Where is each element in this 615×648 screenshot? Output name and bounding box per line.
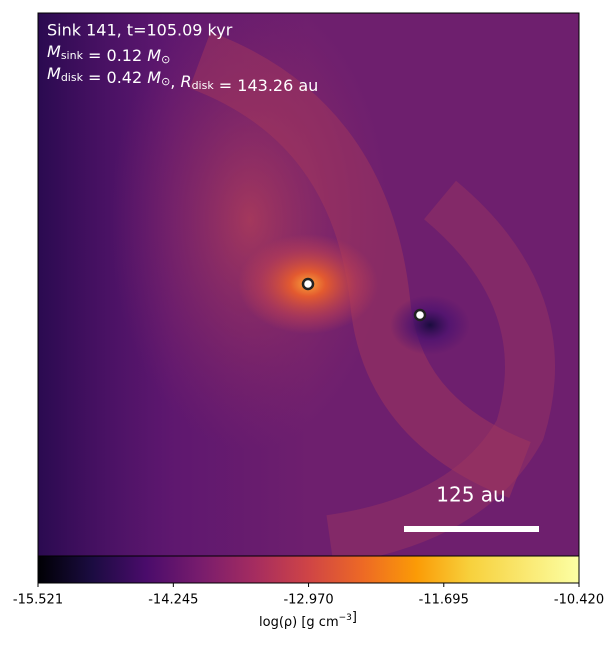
text-part: log(ρ) [g cm	[259, 615, 339, 630]
subscript: disk	[192, 79, 215, 92]
superscript: −3	[339, 613, 352, 623]
text-part: = 0.12	[83, 46, 147, 65]
text-part: M	[47, 64, 61, 83]
text-part: = 0.42	[83, 68, 147, 87]
subscript: disk	[61, 71, 84, 84]
text-part: ]	[352, 610, 357, 625]
title: Sink 141, t=105.09 kyr	[47, 21, 233, 40]
scale-bar	[404, 526, 539, 532]
text-part: M	[147, 68, 161, 87]
scale-bar-label: 125 au	[436, 483, 505, 507]
colorbar-tick-label: -12.970	[283, 593, 333, 608]
subscript: ⊙	[161, 53, 170, 66]
colorbar	[37, 555, 580, 584]
sink-marker	[301, 277, 315, 291]
annotation: Msink = 0.12 M⊙	[47, 42, 170, 67]
colorbar-tick-label: -11.695	[419, 593, 469, 608]
subscript: ⊙	[161, 75, 170, 88]
colorbar-tick-label: -10.420	[554, 593, 604, 608]
text-part: R	[180, 72, 191, 91]
annotation: Mdisk = 0.42 M⊙, Rdisk = 143.26 au	[47, 64, 318, 95]
colorbar-label: log(ρ) [g cm−3]	[259, 610, 357, 630]
text-part: ,	[170, 72, 180, 91]
sink-marker	[413, 308, 427, 322]
colorbar-tick-label: -14.245	[148, 593, 198, 608]
text-part: M	[147, 46, 161, 65]
text-part: = 143.26 au	[214, 76, 319, 95]
text-part: M	[47, 42, 61, 61]
subscript: sink	[61, 49, 84, 62]
colorbar-tick-label: -15.521	[13, 593, 63, 608]
